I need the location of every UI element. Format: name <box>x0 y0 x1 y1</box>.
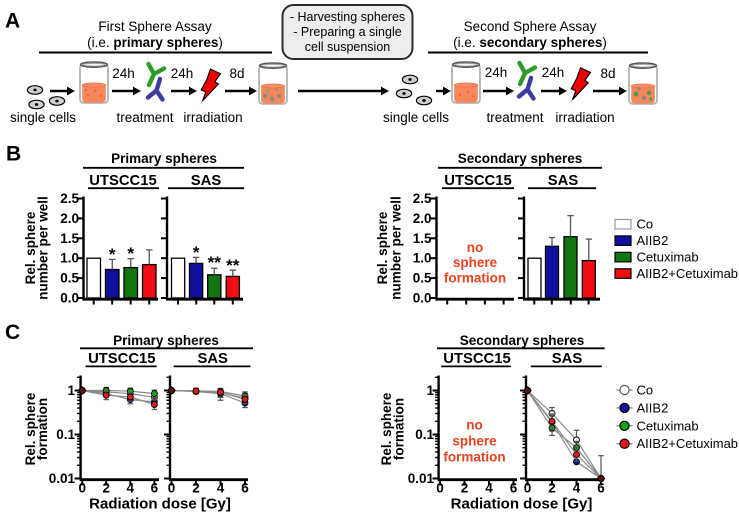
svg-text:(i.e. primary spheres): (i.e. primary spheres) <box>87 35 223 50</box>
svg-text:SAS: SAS <box>552 351 583 367</box>
svg-text:AIIB2+Cetuximab: AIIB2+Cetuximab <box>637 266 739 281</box>
svg-text:Cetuximab: Cetuximab <box>637 250 699 265</box>
svg-text:Primary spheres: Primary spheres <box>111 151 217 166</box>
svg-text:4: 4 <box>217 481 225 496</box>
svg-text:Co: Co <box>637 217 654 232</box>
svg-text:0.01: 0.01 <box>49 471 76 486</box>
svg-text:0: 0 <box>436 481 444 496</box>
svg-text:1.5: 1.5 <box>413 231 432 246</box>
svg-text:2.5: 2.5 <box>413 191 432 206</box>
svg-text:8d: 8d <box>600 66 615 81</box>
svg-text:Radiation dose [Gy]: Radiation dose [Gy] <box>89 496 231 513</box>
svg-text:6: 6 <box>510 481 518 496</box>
svg-text:24h: 24h <box>112 66 135 81</box>
svg-text:*: * <box>109 245 116 264</box>
svg-text:irradiation: irradiation <box>555 110 614 125</box>
svg-text:AIIB2: AIIB2 <box>637 233 669 248</box>
svg-text:0.1: 0.1 <box>56 427 75 442</box>
svg-text:UTSCC15: UTSCC15 <box>443 351 510 367</box>
svg-text:6: 6 <box>151 481 159 496</box>
svg-text:formation: formation <box>392 398 407 460</box>
svg-text:Secondary spheres: Secondary spheres <box>458 151 583 166</box>
svg-text:0.0: 0.0 <box>60 291 79 306</box>
svg-text:1: 1 <box>67 383 75 398</box>
svg-text:no: no <box>466 418 483 433</box>
svg-text:C: C <box>5 321 20 344</box>
svg-text:**: ** <box>208 253 222 272</box>
svg-text:Secondary spheres: Secondary spheres <box>460 333 585 348</box>
svg-text:SAS: SAS <box>197 351 228 367</box>
svg-text:6: 6 <box>241 481 249 496</box>
svg-text:4: 4 <box>485 481 493 496</box>
svg-text:0.01: 0.01 <box>408 471 435 486</box>
svg-text:A: A <box>5 10 20 33</box>
svg-text:Rel. sphere: Rel. sphere <box>23 211 38 284</box>
svg-text:single cells: single cells <box>10 110 76 125</box>
svg-text:Second Sphere Assay: Second Sphere Assay <box>464 19 597 34</box>
svg-text:0: 0 <box>168 481 176 496</box>
svg-text:0.5: 0.5 <box>413 271 432 286</box>
svg-text:B: B <box>6 143 21 166</box>
svg-text:24h: 24h <box>171 66 194 81</box>
svg-text:2: 2 <box>461 481 469 496</box>
svg-text:SAS: SAS <box>191 173 222 189</box>
svg-text:UTSCC15: UTSCC15 <box>88 351 155 367</box>
svg-text:0.1: 0.1 <box>415 427 434 442</box>
svg-text:6: 6 <box>597 481 605 496</box>
svg-text:irradiation: irradiation <box>183 110 242 125</box>
svg-text:2.0: 2.0 <box>60 211 79 226</box>
svg-text:single cells: single cells <box>383 110 449 125</box>
svg-text:sphere: sphere <box>453 255 498 270</box>
svg-text:1.5: 1.5 <box>60 231 79 246</box>
svg-text:24h: 24h <box>542 65 565 80</box>
svg-text:24h: 24h <box>485 65 508 80</box>
svg-text:treatment: treatment <box>116 110 173 125</box>
svg-text:AIIB2: AIIB2 <box>637 400 669 415</box>
svg-text:2.0: 2.0 <box>413 211 432 226</box>
svg-text:SAS: SAS <box>548 173 579 189</box>
svg-text:8d: 8d <box>229 66 244 81</box>
svg-text:number per well: number per well <box>36 196 51 300</box>
svg-text:2: 2 <box>102 481 110 496</box>
svg-text:First Sphere Assay: First Sphere Assay <box>98 19 212 34</box>
svg-text:1.0: 1.0 <box>413 251 432 266</box>
svg-text:Cetuximab: Cetuximab <box>637 418 699 433</box>
svg-text:- Preparing a single: - Preparing a single <box>293 25 401 39</box>
svg-text:Rel. sphere: Rel. sphere <box>375 211 390 284</box>
svg-text:UTSCC15: UTSCC15 <box>444 173 511 189</box>
svg-text:sphere: sphere <box>452 434 497 449</box>
svg-text:Rel. sphere: Rel. sphere <box>23 392 38 465</box>
svg-text:UTSCC15: UTSCC15 <box>89 173 156 189</box>
svg-text:Rel. sphere: Rel. sphere <box>379 392 394 465</box>
svg-text:number per well: number per well <box>389 196 404 300</box>
svg-text:0: 0 <box>524 481 532 496</box>
svg-text:2.5: 2.5 <box>60 191 79 206</box>
svg-text:formation: formation <box>444 271 506 286</box>
svg-text:0.5: 0.5 <box>60 271 79 286</box>
svg-text:0: 0 <box>78 481 86 496</box>
svg-text:1: 1 <box>426 383 434 398</box>
svg-text:(i.e. secondary spheres): (i.e. secondary spheres) <box>453 35 607 50</box>
svg-text:2: 2 <box>548 481 556 496</box>
svg-text:4: 4 <box>127 481 135 496</box>
svg-text:formation: formation <box>35 398 50 460</box>
svg-text:treatment: treatment <box>486 110 543 125</box>
svg-text:**: ** <box>226 256 240 275</box>
svg-text:formation: formation <box>443 450 505 465</box>
svg-text:Primary spheres: Primary spheres <box>113 333 219 348</box>
svg-text:*: * <box>127 244 134 263</box>
svg-text:AIIB2+Cetuximab: AIIB2+Cetuximab <box>637 436 739 451</box>
svg-text:1.0: 1.0 <box>60 251 79 266</box>
svg-text:0.0: 0.0 <box>413 291 432 306</box>
svg-text:Co: Co <box>637 383 654 398</box>
svg-text:cell suspension: cell suspension <box>305 40 391 54</box>
svg-text:*: * <box>193 243 200 262</box>
svg-text:Radiation dose [Gy]: Radiation dose [Gy] <box>451 496 593 513</box>
svg-text:no: no <box>467 240 484 255</box>
svg-text:2: 2 <box>192 481 200 496</box>
svg-text:4: 4 <box>573 481 581 496</box>
svg-text:- Harvesting spheres: - Harvesting spheres <box>290 10 405 24</box>
